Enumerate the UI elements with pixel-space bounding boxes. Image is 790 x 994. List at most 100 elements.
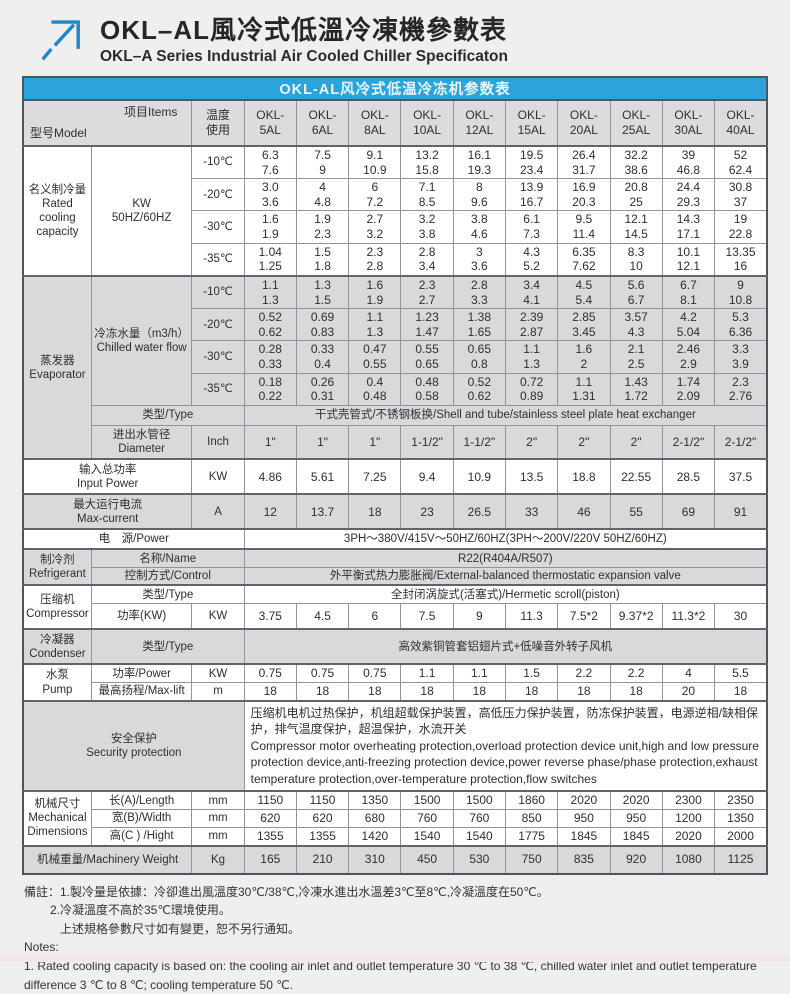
value-cell: 2350 [714,790,768,810]
value-cell: 3.8 4.6 [452,210,506,244]
diameter-unit: Inch [191,424,245,460]
value-cell: 1.04 1.25 [243,242,297,277]
value-cell: 6.35 7.62 [557,242,611,277]
value-cell: 920 [609,844,663,875]
value-cell: OKL- 6AL [295,99,350,147]
temp-cell: -35℃ [191,242,245,277]
value-cell: 620 [295,808,350,828]
value-cell: 2-1/2" [661,424,716,460]
value-cell: 30.8 37 [714,178,768,212]
input-power-unit: KW [191,458,245,495]
value-cell: 7.5*2 [557,602,611,630]
value-cell: 0.26 0.31 [295,372,350,406]
value-cell: 2" [557,424,611,460]
value-cell: 2020 [609,790,663,810]
security-row: 安全保护 Security protection 压缩机电机过热保护，机组超载保… [22,699,768,792]
value-cell: 2-1/2" [714,424,768,460]
value-cell: OKL- 30AL [661,99,716,147]
value-cell: 1125 [714,844,768,875]
corner-cell: 型号Model 项目Items [22,99,193,147]
value-cell: 2.3 2.8 [348,242,402,277]
max-current-row: 最大运行电流 Max-current A 12 13.7 18 23 26.5 33 46 5… [22,493,768,530]
evaporator-row: 蒸发器 Evaporator 冷冻水量（m3/h） Chilled water … [22,274,768,460]
pump-section-label: 水泵 Pump [22,663,92,702]
value-cell: 1.1 [452,663,506,684]
value-cell: 0.28 0.33 [243,340,297,374]
refrigerant-control-row: 控制方式/Control 外平衡式热力膨胀阀/External-balanced… [23,566,768,586]
value-cell: OKL- 15AL [504,99,559,147]
value-cell: 2.2 [557,663,611,684]
spec-table: 型号Model 项目Items 温度 使用 OKL- 5AL OKL- 6AL OK… [22,99,768,875]
value-cell: 2.8 3.4 [400,242,454,277]
value-cell: 16.9 20.3 [557,178,611,212]
value-cell: 1.1 1.3 [348,308,402,342]
diameter-label: 进出水管径 Diameter [90,424,193,460]
value-cell: 1.74 2.09 [661,372,716,406]
value-cell: 1" [295,424,350,460]
value-cell: 1.43 1.72 [609,372,663,406]
value-cell: 1.6 1.9 [348,274,402,310]
value-cell: 20 [661,681,716,702]
value-cell: 0.52 0.62 [452,372,506,406]
pump-power-label: 功率/Power [90,663,193,684]
compressor-power-unit: KW [191,602,245,630]
value-cell: 0.4 0.48 [348,372,402,406]
value-cell: 450 [400,844,454,875]
temp-cell: -20℃ [191,178,245,212]
temp-cell: -30℃ [191,340,245,374]
temp-use-label: 温度 使用 [191,99,245,147]
notes-block: 備註：1.製冷量是依據：冷卻進出風溫度30℃/38℃,冷凍水進出水溫差3℃至8℃… [24,883,766,994]
refrigerant-section-label: 制冷剂 Refrigerant [22,548,92,586]
evaporator-type-value: 干式壳管式/不锈钢板换/Shell and tube/stainless ste… [243,404,768,426]
value-cell: 52 62.4 [714,144,768,180]
value-cell: 22.55 [609,458,663,495]
refrigerant-name-row: 制冷剂 Refrigerant 名称/Name R22(R404A/R507) [22,548,768,586]
value-cell: 0.75 [348,663,402,684]
value-cell: 2020 [557,790,611,810]
value-cell: 2" [504,424,559,460]
value-cell: 6 [348,602,402,630]
value-cell: 165 [243,844,297,875]
value-cell: 4.3 5.2 [504,242,559,277]
value-cell: 0.47 0.55 [348,340,402,374]
value-cell: 1860 [504,790,559,810]
max-current-label: 最大运行电流 Max-current [22,493,193,530]
value-cell: 4 4.8 [295,178,350,212]
value-cell: OKL- 25AL [609,99,663,147]
value-cell: 18.8 [557,458,611,495]
value-cell: 0.18 0.22 [243,372,297,406]
compressor-power-row: 功率(KW) KW 3.75 4.5 6 7.5 9 11.3 7.5*2 9.37*2 11.… [23,602,768,630]
value-cell: 3.57 4.3 [609,308,663,342]
temp-cell: -10℃ [191,144,245,180]
value-cell: 19.5 23.4 [504,144,559,180]
value-cell: 18 [452,681,506,702]
table-banner: OKL-AL风冷式低温冷冻机参数表 [22,76,768,99]
value-cell: 13.2 15.8 [400,144,454,180]
value-cell: 6.7 8.1 [661,274,716,310]
compressor-type-value: 全封闭涡旋式(活塞式)/Hermetic scroll(piston) [243,584,768,604]
pump-power-unit: KW [191,663,245,684]
value-cell: 2.7 3.2 [348,210,402,244]
diameter-row: 进出水管径 Diameter Inch 1" 1" 1" 1-1/2" 1-1/2" 2"… [23,424,768,460]
value-cell: 3.0 3.6 [243,178,297,212]
value-cell: 1350 [714,808,768,828]
value-cell: 0.72 0.89 [504,372,559,406]
value-cell: 1500 [400,790,454,810]
value-cell: 91 [714,493,768,530]
value-cell: 5.5 [714,663,768,684]
value-cell: 18 [295,681,350,702]
brand-arrow-icon [41,20,80,61]
rated-section-label: 名义制冷量 Rated cooling capacity [22,144,92,277]
width-unit: mm [191,808,245,828]
value-cell: 7.1 8.5 [400,178,454,212]
value-cell: 0.33 0.4 [295,340,350,374]
value-cell: 2.2 [609,663,663,684]
value-cell: 1150 [243,790,297,810]
value-cell: OKL- 20AL [557,99,611,147]
value-cell: 1-1/2" [400,424,454,460]
value-cell: 18 [557,681,611,702]
evaporator-row: -35℃ 0.18 0.22 0.26 0.31 0.4 0.48 0.48 0.58… [23,372,768,406]
note-line: 2.冷凝溫度不高於35℃環境使用。 [50,903,231,918]
compressor-type-label: 类型/Type [90,584,245,604]
value-cell: 18 [348,493,402,530]
